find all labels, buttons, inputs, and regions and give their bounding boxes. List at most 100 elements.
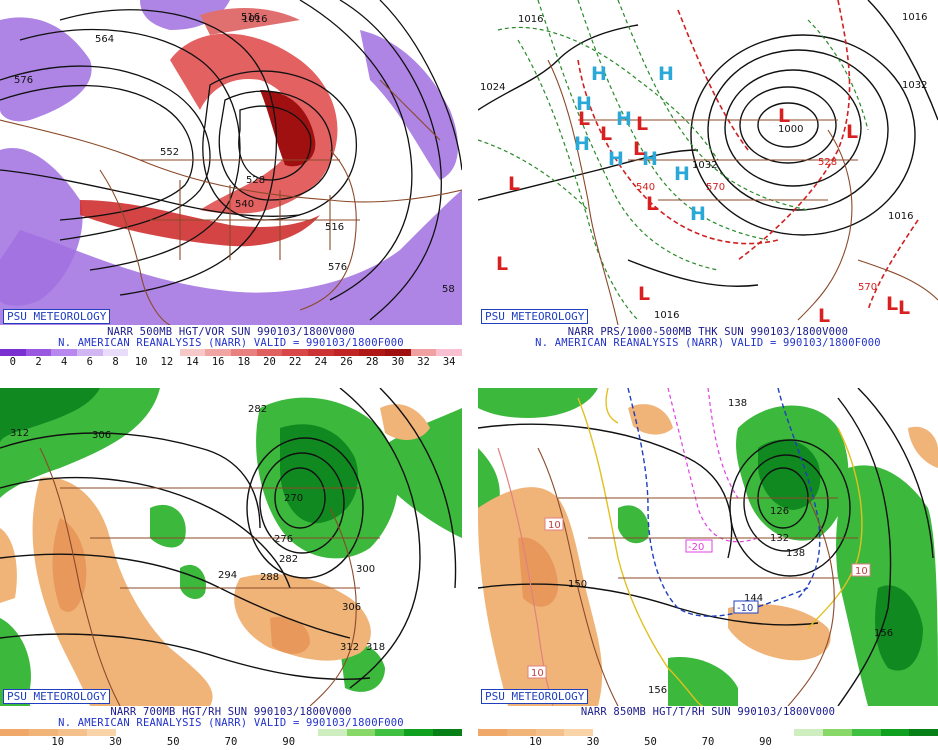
thickness-label: 540 xyxy=(636,182,655,193)
contour-label: 1032 xyxy=(692,160,717,171)
colorbar-tick-label: 50 xyxy=(644,736,657,748)
contour-label: 156 xyxy=(874,628,893,639)
colorbar-tick-label: 18 xyxy=(237,356,251,368)
low-pressure-marker: L xyxy=(898,297,910,319)
colorbar-swatch xyxy=(86,729,116,736)
contour-label: 306 xyxy=(342,602,361,613)
low-pressure-marker: L xyxy=(633,138,645,160)
colorbar-swatch xyxy=(128,349,155,356)
contour-label: 552 xyxy=(160,147,179,158)
colorbar-tick-label: 2 xyxy=(35,356,42,368)
temperature-label: 10 xyxy=(855,566,868,577)
contour-label: 138 xyxy=(786,548,805,559)
low-pressure-marker: L xyxy=(638,283,650,305)
colorbar-tick-label: 24 xyxy=(314,356,328,368)
colorbar-ticks: 10 30 50 70 90 xyxy=(0,736,462,749)
panel-pressure-thickness: H H H H H H H H H L L L L L L L L L L xyxy=(478,0,938,370)
low-pressure-marker: L xyxy=(578,108,590,130)
contour-label: 1032 xyxy=(902,80,927,91)
contour-label: 156 xyxy=(648,685,667,696)
colorbar-swatch xyxy=(231,349,257,356)
temperature-label: -20 xyxy=(688,542,704,553)
colorbar-tick-label: 10 xyxy=(529,736,542,748)
colorbar-swatch xyxy=(288,729,318,736)
colorbar-swatch xyxy=(179,349,206,356)
temperature-label: -10 xyxy=(737,603,753,614)
colorbar-swatch xyxy=(115,729,145,736)
contour-label: 516 xyxy=(241,12,260,23)
colorbar-swatch xyxy=(144,729,174,736)
colorbar-tick-label: 4 xyxy=(60,356,68,368)
low-pressure-marker: L xyxy=(846,121,858,143)
contour-label: 138 xyxy=(728,398,747,409)
contour-label: 306 xyxy=(92,430,111,441)
contour-label: 576 xyxy=(14,75,33,86)
colorbar-swatch xyxy=(851,729,881,736)
colorbar-swatch xyxy=(436,349,463,356)
high-pressure-marker: H xyxy=(690,203,706,225)
contour-label: 132 xyxy=(770,533,789,544)
temperature-label: 10 xyxy=(531,668,544,679)
colorbar-swatch xyxy=(202,729,231,736)
colorbar-tick-label: 28 xyxy=(365,356,379,368)
colorbar-tick-label: 32 xyxy=(417,356,430,368)
contour-label: 294 xyxy=(218,570,237,581)
colorbar-swatch xyxy=(765,729,795,736)
colorbar-swatch xyxy=(0,729,29,736)
contour-label: 282 xyxy=(279,554,298,565)
map-pressure-thickness: H H H H H H H H H L L L L L L L L L L xyxy=(478,0,938,325)
colorbar-swatch xyxy=(506,729,536,736)
colorbar-swatch xyxy=(564,729,593,736)
contour-label: 528 xyxy=(246,175,265,186)
colorbar-swatch xyxy=(736,729,766,736)
contour-label: 1016 xyxy=(888,211,913,222)
temperature-label: 10 xyxy=(548,520,561,531)
map-700mb: 312 306 282 270 276 282 294 288 300 306 … xyxy=(0,388,462,706)
map-850mb: 138 126 132 138 144 150 156 156 -20 -10 … xyxy=(478,388,938,706)
thickness-label: 570 xyxy=(858,282,877,293)
contour-label: 516 xyxy=(325,222,344,233)
high-pressure-marker: H xyxy=(574,133,590,155)
colorbar-swatch xyxy=(154,349,180,356)
contour-label: 576 xyxy=(328,262,347,273)
colorbar-swatch xyxy=(385,349,411,356)
contour-label: 318 xyxy=(366,642,385,653)
panel-caption: NARR 850MB HGT/T/RH SUN 990103/1800V000 xyxy=(580,706,836,718)
contour-label: 144 xyxy=(744,593,763,604)
colorbar xyxy=(478,729,938,736)
colorbar-swatch xyxy=(478,729,507,736)
thickness-label: 528 xyxy=(818,157,837,168)
high-pressure-marker: H xyxy=(658,63,674,85)
panel-caption: NARR 500MB HGT/VOR SUN 990103/1800V000 xyxy=(107,326,355,338)
colorbar-swatch xyxy=(77,349,103,356)
contour-label: 150 xyxy=(568,579,587,590)
high-pressure-marker: H xyxy=(642,148,658,170)
colorbar-tick-label: 0 xyxy=(9,356,16,368)
psu-meteorology-logo: PSU METEOROLOGY xyxy=(481,309,589,324)
colorbar-tick-label: 14 xyxy=(186,356,199,368)
low-pressure-marker: L xyxy=(886,293,898,315)
panel-850mb-hgt-t-rh: 138 126 132 138 144 150 156 156 -20 -10 … xyxy=(478,388,938,750)
colorbar-swatch xyxy=(535,729,565,736)
colorbar-swatch xyxy=(308,349,334,356)
colorbar-tick-label: 22 xyxy=(288,356,302,368)
colorbar-swatch xyxy=(259,729,289,736)
colorbar-swatch xyxy=(57,729,87,736)
low-pressure-marker: L xyxy=(778,105,790,127)
colorbar-swatch xyxy=(346,729,376,736)
panel-500mb-vorticity: 1016 564 576 552 528 540 516 576 516 58 … xyxy=(0,0,463,370)
high-pressure-marker: H xyxy=(591,63,607,85)
colorbar-ticks: 10 30 50 70 90 xyxy=(478,736,938,749)
colorbar-tick-label: 20 xyxy=(263,356,276,368)
contour-label: 270 xyxy=(284,493,303,504)
colorbar-tick-label: 90 xyxy=(759,736,772,748)
colorbar-tick-label: 70 xyxy=(224,736,238,748)
high-pressure-marker: H xyxy=(576,93,592,115)
panel-caption-valid: N. AMERICAN REANALYSIS (NARR) VALID = 99… xyxy=(58,337,404,349)
colorbar-swatch xyxy=(256,349,283,356)
psu-meteorology-logo: PSU METEOROLOGY xyxy=(3,689,111,704)
low-pressure-marker: L xyxy=(636,113,648,135)
colorbar-swatch xyxy=(359,349,386,356)
psu-meteorology-logo: PSU METEOROLOGY xyxy=(3,309,111,324)
colorbar-tick-label: 12 xyxy=(160,356,174,368)
